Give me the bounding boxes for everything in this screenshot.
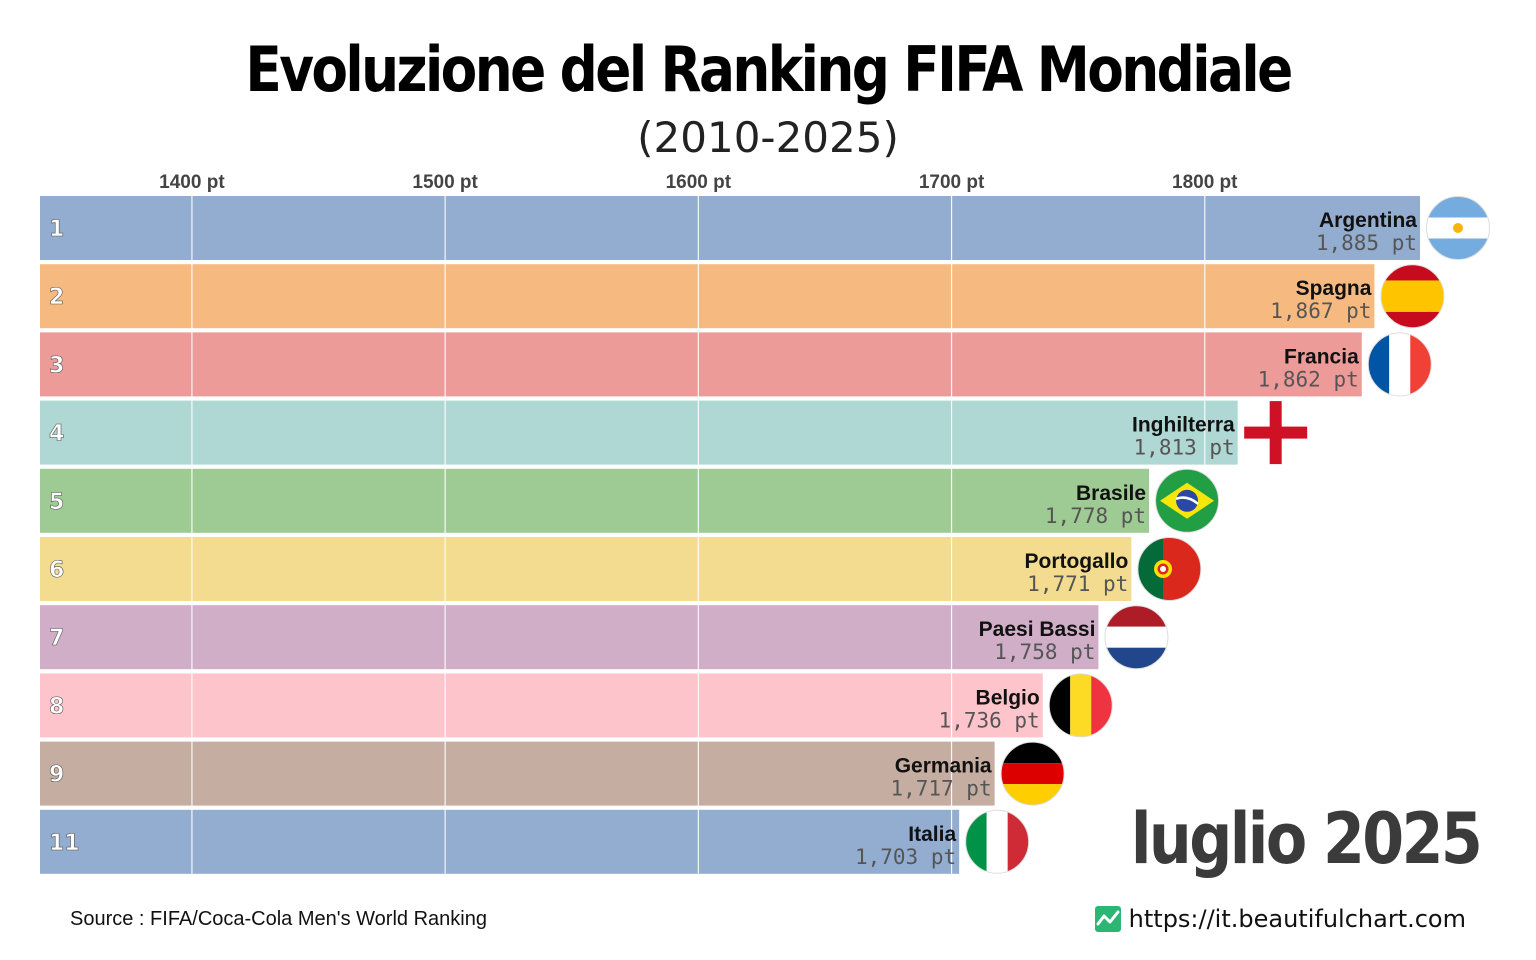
spain-flag-icon [1380, 264, 1445, 329]
value-label: 1,813 pt [1134, 436, 1235, 460]
period-label: luglio 2025 [1130, 798, 1483, 880]
rank-label: 6 [49, 558, 64, 583]
rank-label: 5 [49, 490, 64, 515]
bar [40, 537, 1132, 601]
value-label: 1,703 pt [855, 845, 956, 869]
country-label: Spagna [1296, 277, 1372, 300]
rank-label: 2 [49, 285, 64, 310]
bar [40, 741, 995, 806]
bar [40, 196, 1420, 260]
bar [40, 264, 1375, 329]
belgium-flag-icon [1048, 673, 1113, 738]
rank-label: 8 [49, 694, 64, 719]
bar [40, 605, 1099, 670]
chart-line-icon [1094, 906, 1121, 932]
country-label: Portogallo [1024, 550, 1128, 573]
rank-label: 1 [49, 217, 64, 242]
country-label: Francia [1284, 345, 1359, 368]
brazil-flag-icon [1155, 468, 1220, 533]
chart-subtitle: (2010-2025) [637, 113, 899, 162]
chart-title: Evoluzione del Ranking FIFA Mondiale [245, 33, 1293, 106]
rank-label: 9 [49, 763, 64, 788]
x-tick-label: 1600 pt [666, 172, 732, 193]
value-label: 1,717 pt [890, 777, 991, 801]
bar [40, 673, 1043, 738]
bar-group-spagna [40, 264, 1375, 329]
rank-label: 3 [49, 353, 64, 378]
bar-group-argentina [40, 196, 1420, 260]
value-label: 1,867 pt [1270, 299, 1371, 323]
rank-label: 7 [49, 626, 64, 651]
country-label: Brasile [1076, 482, 1146, 505]
country-label: Germania [895, 755, 992, 778]
country-label: Paesi Bassi [979, 618, 1096, 641]
website-url: https://it.beautifulchart.com [1128, 905, 1466, 933]
value-label: 1,862 pt [1258, 367, 1359, 391]
value-label: 1,771 pt [1027, 572, 1128, 596]
portugal-flag-icon [1137, 537, 1202, 601]
x-tick-label: 1400 pt [159, 172, 225, 193]
value-label: 1,885 pt [1316, 231, 1417, 255]
bar [40, 468, 1150, 533]
x-tick-label: 1800 pt [1172, 172, 1238, 193]
bar-group-paesi-bassi [40, 605, 1099, 670]
country-label: Argentina [1319, 209, 1417, 232]
value-label: 1,778 pt [1045, 504, 1146, 528]
bar-group-belgio [40, 673, 1043, 738]
france-flag-icon [1367, 332, 1432, 397]
bar-group-italia [40, 809, 960, 874]
netherlands-flag-icon [1104, 605, 1169, 670]
bar [40, 332, 1362, 397]
rank-label: 11 [49, 831, 80, 856]
bar-group-germania [40, 741, 995, 806]
website-link[interactable]: https://it.beautifulchart.com [1094, 905, 1466, 933]
country-label: Inghilterra [1132, 414, 1235, 437]
argentina-flag-icon [1426, 196, 1490, 260]
bar [40, 400, 1238, 465]
bar-group-brasile [40, 468, 1150, 533]
italy-flag-icon [965, 809, 1030, 874]
bar [40, 809, 960, 874]
source-note: Source : FIFA/Coca-Cola Men's World Rank… [70, 908, 487, 930]
england-flag-icon [1244, 401, 1308, 465]
x-tick-label: 1700 pt [919, 172, 985, 193]
bar-group-francia [40, 332, 1362, 397]
value-label: 1,736 pt [939, 708, 1040, 732]
rank-label: 4 [49, 422, 64, 447]
country-label: Belgio [976, 686, 1040, 709]
country-label: Italia [908, 823, 956, 846]
x-tick-label: 1500 pt [412, 172, 478, 193]
bar-group-portogallo [40, 537, 1132, 601]
germany-flag-icon [1000, 741, 1065, 806]
value-label: 1,758 pt [994, 640, 1095, 664]
bar-group-inghilterra [40, 400, 1238, 465]
